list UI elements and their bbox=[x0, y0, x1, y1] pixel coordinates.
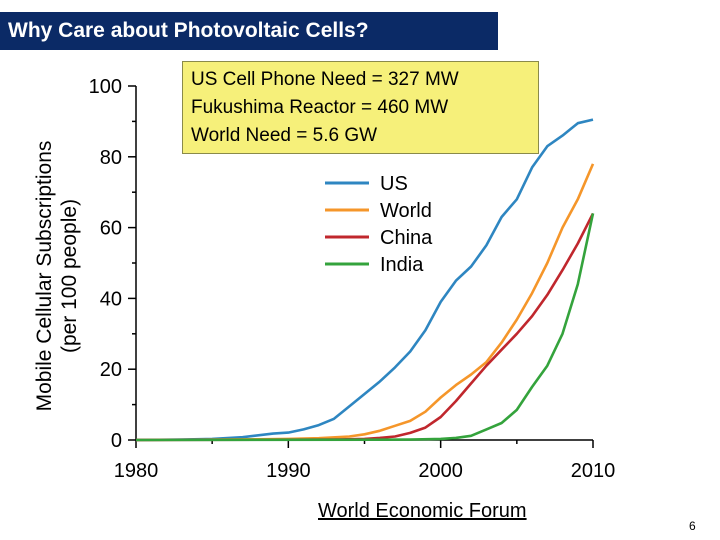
y-tick-label: 60 bbox=[100, 218, 122, 240]
source-link[interactable]: World Economic Forum bbox=[318, 500, 527, 522]
legend-label-world: World bbox=[380, 200, 432, 222]
y-tick-label: 100 bbox=[89, 76, 122, 98]
y-axis-label-line2: (per 100 people) bbox=[58, 199, 81, 353]
y-tick-label: 80 bbox=[100, 147, 122, 169]
series-line-world bbox=[135, 163, 595, 442]
x-tick-label: 1990 bbox=[266, 460, 311, 482]
info-callout: US Cell Phone Need = 327 MW Fukushima Re… bbox=[182, 61, 539, 154]
chart-series bbox=[135, 118, 595, 442]
series-line-india bbox=[135, 213, 595, 442]
series-line-us bbox=[135, 118, 594, 442]
info-line-fukushima: Fukushima Reactor = 460 MW bbox=[191, 97, 449, 118]
info-line-us-cell-phone: US Cell Phone Need = 327 MW bbox=[191, 69, 459, 90]
x-tick-label: 2010 bbox=[571, 460, 616, 482]
y-axis-label-line1: Mobile Cellular Subscriptions bbox=[33, 141, 56, 412]
legend-label-china: China bbox=[380, 227, 433, 249]
page-number: 6 bbox=[689, 519, 696, 533]
info-line-world-need: World Need = 5.6 GW bbox=[191, 125, 378, 146]
y-tick-label: 0 bbox=[111, 430, 122, 452]
x-tick-label: 1980 bbox=[114, 460, 159, 482]
chart-legend: US World China India bbox=[325, 173, 433, 276]
slide-title: Why Care about Photovoltaic Cells? bbox=[0, 12, 498, 50]
y-tick-label: 20 bbox=[100, 359, 122, 381]
x-tick-label: 2000 bbox=[418, 460, 463, 482]
legend-label-india: India bbox=[380, 254, 424, 276]
y-tick-label: 40 bbox=[100, 288, 122, 310]
series-line-china bbox=[135, 212, 595, 442]
legend-label-us: US bbox=[380, 173, 408, 195]
chart-axes: 0 20 40 60 80 100 1980 1990 2000 2010 bbox=[89, 76, 616, 482]
